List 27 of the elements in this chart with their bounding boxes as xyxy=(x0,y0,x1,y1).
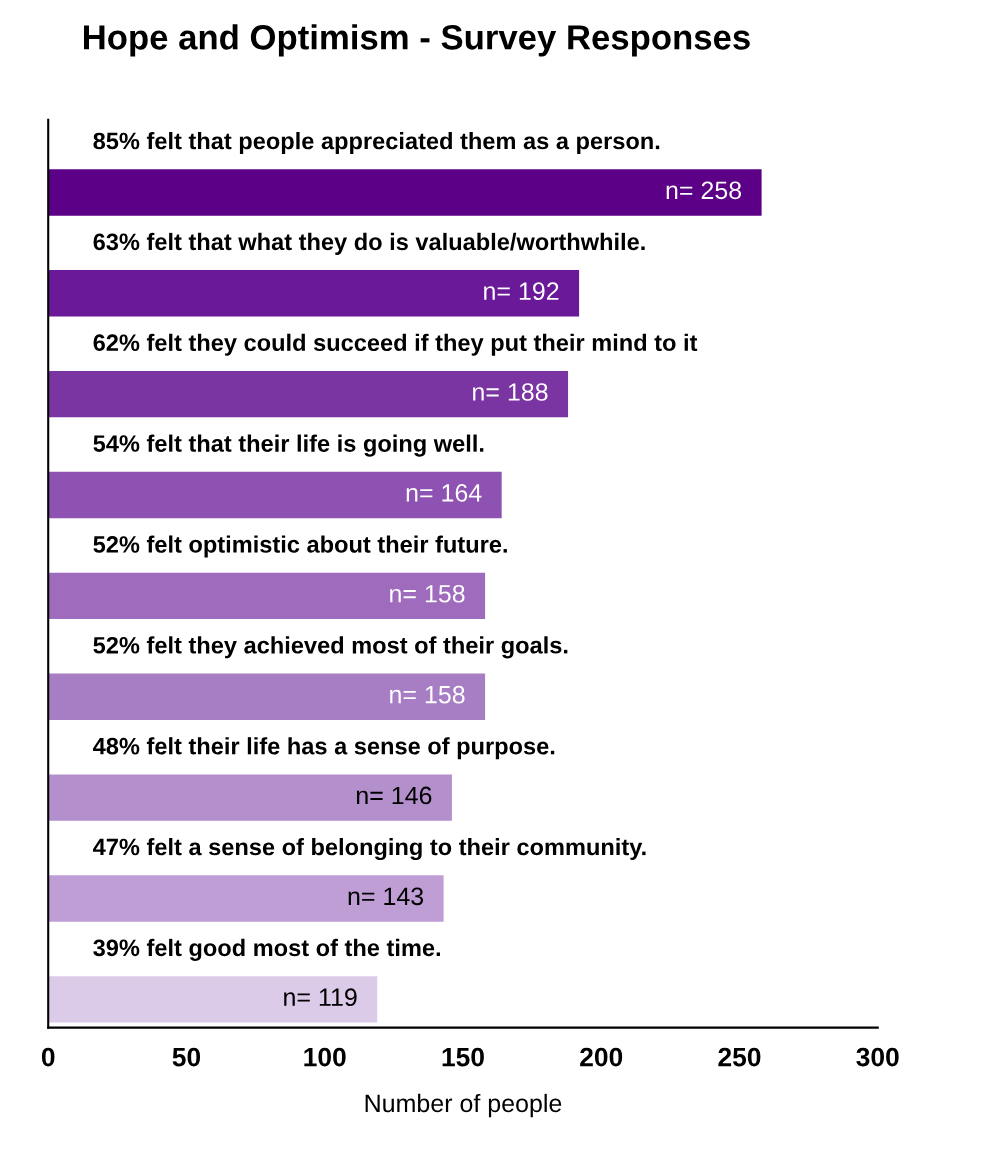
chart-title: Hope and Optimism - Survey Responses xyxy=(83,24,750,57)
x-axis-title: Number of people xyxy=(365,1093,562,1118)
y-tick-label: 54% felt that their life is going well. xyxy=(93,434,484,457)
data-label: n= 188 xyxy=(473,383,548,401)
y-tick-label: 39% felt good most of the time. xyxy=(93,938,440,961)
y-tick-label: 85% felt that people appreciated them as a person. xyxy=(93,132,660,155)
data-label: n= 258 xyxy=(666,181,742,200)
x-tick-label: 200 xyxy=(580,1047,623,1067)
data-label: n= 146 xyxy=(356,786,432,805)
x-tick-label: 0 xyxy=(41,1047,55,1067)
x-tick-label: 250 xyxy=(718,1047,761,1067)
x-tick-label: 300 xyxy=(856,1047,899,1067)
data-label: n= 192 xyxy=(484,282,559,301)
x-tick-label: 150 xyxy=(442,1047,484,1067)
y-tick-label: 52% felt they achieved most of their goals. xyxy=(93,636,568,659)
x-tick-label: 50 xyxy=(172,1047,201,1067)
y-tick-label: 52% felt optimistic about their future. xyxy=(93,535,507,558)
data-label: n= 158 xyxy=(390,584,465,603)
x-tick-label: 100 xyxy=(304,1047,346,1067)
data-label: n= 158 xyxy=(390,685,465,704)
data-label: n= 119 xyxy=(284,988,357,1007)
y-tick-label: 48% felt their life has a sense of purpose. xyxy=(93,737,555,760)
data-label: n= 143 xyxy=(348,887,424,906)
y-tick-label: 47% felt a sense of belonging to their community. xyxy=(93,838,646,861)
y-tick-label: 62% felt they could succeed if they put their mind to it xyxy=(93,333,698,356)
y-tick-label: 63% felt that what they do is valuable/worthwhile. xyxy=(93,232,645,255)
data-label: n= 164 xyxy=(406,484,482,502)
